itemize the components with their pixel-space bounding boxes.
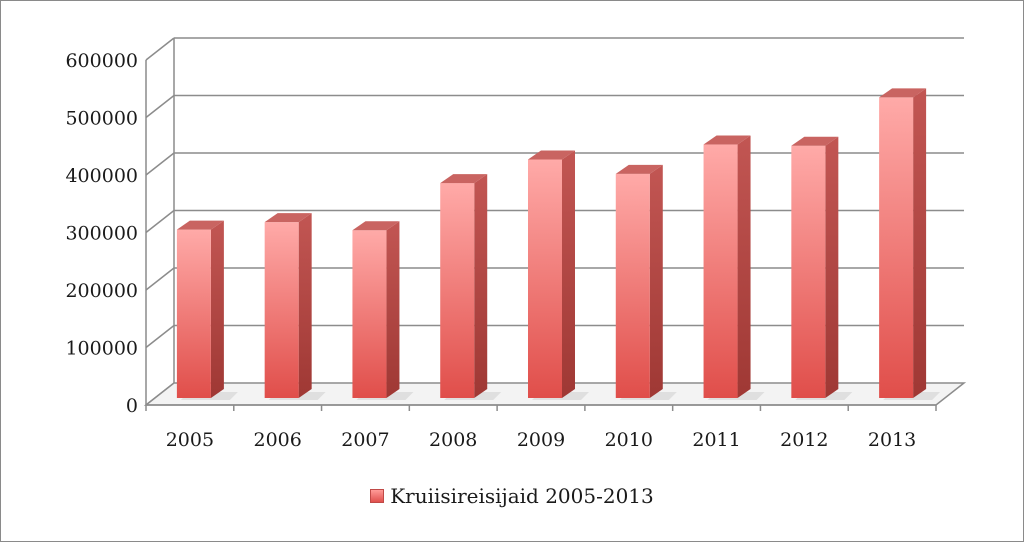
x-tick-label: 2008 bbox=[429, 429, 477, 451]
bar-front bbox=[703, 144, 738, 398]
x-tick-label: 2006 bbox=[253, 429, 301, 451]
bar-side bbox=[386, 221, 400, 398]
y-tick-label: 0 bbox=[126, 395, 138, 417]
bar-front bbox=[615, 173, 650, 398]
bar bbox=[352, 221, 414, 400]
bar bbox=[615, 164, 677, 400]
bar-cap bbox=[528, 150, 575, 160]
bar-cap bbox=[615, 164, 663, 174]
bar bbox=[791, 136, 853, 400]
bar-side bbox=[562, 150, 575, 398]
bars bbox=[176, 88, 941, 400]
bar-side bbox=[649, 164, 663, 398]
bar-cap bbox=[352, 221, 400, 231]
bar-cap bbox=[791, 136, 839, 146]
x-tick-label: 2009 bbox=[517, 429, 565, 451]
bar-front bbox=[264, 222, 299, 398]
y-tick-label: 500000 bbox=[65, 108, 138, 130]
bar-cap bbox=[879, 88, 927, 98]
bar-cap bbox=[176, 220, 224, 230]
bar-side bbox=[825, 136, 839, 398]
y-tick-label: 100000 bbox=[65, 338, 138, 360]
bar-side bbox=[737, 135, 751, 399]
bar bbox=[528, 150, 589, 400]
y-axis-tick-labels: 0 100000 200000 300000 400000 500000 600000 bbox=[65, 50, 138, 417]
legend-swatch bbox=[370, 489, 385, 503]
bar-cap bbox=[440, 174, 488, 184]
bar bbox=[264, 213, 326, 400]
x-tick-label: 2010 bbox=[605, 429, 653, 451]
y-tick-label: 400000 bbox=[65, 165, 138, 187]
bar-side bbox=[298, 213, 312, 398]
gridline-diagonal bbox=[145, 37, 175, 61]
bar-front bbox=[440, 183, 475, 398]
bar-side bbox=[210, 220, 224, 398]
x-axis-tick-labels: 2005 2006 2007 2008 2009 2010 2011 2012 2013 bbox=[166, 429, 917, 451]
gridline-diagonal bbox=[145, 324, 175, 349]
legend-label: Kruiisireisijaid 2005-2013 bbox=[390, 484, 654, 508]
gridline-diagonal bbox=[145, 267, 175, 291]
bar-cap bbox=[703, 135, 751, 145]
legend: Kruiisireisijaid 2005-2013 bbox=[0, 484, 1024, 508]
bar-side bbox=[913, 88, 927, 399]
bar-front bbox=[791, 145, 826, 398]
y-tick-label: 300000 bbox=[65, 223, 138, 245]
x-tick-label: 2013 bbox=[868, 429, 916, 451]
gridline-diagonal bbox=[145, 152, 175, 176]
bar-front bbox=[879, 97, 914, 399]
bar bbox=[440, 174, 502, 400]
x-tick-label: 2005 bbox=[166, 429, 214, 451]
bar bbox=[703, 135, 765, 400]
bar bbox=[176, 220, 238, 400]
bar-front bbox=[528, 159, 562, 398]
gridline-diagonal bbox=[145, 94, 175, 119]
x-tick-label: 2011 bbox=[692, 429, 740, 451]
y-tick-label: 200000 bbox=[65, 280, 138, 302]
x-tick-label: 2007 bbox=[341, 429, 389, 451]
bar bbox=[879, 88, 941, 400]
y-tick-label: 600000 bbox=[65, 50, 138, 72]
bar-side bbox=[474, 174, 488, 398]
bar-front bbox=[176, 229, 211, 398]
bar-front bbox=[352, 230, 387, 398]
bar-cap bbox=[264, 213, 312, 223]
gridline-diagonal bbox=[145, 209, 175, 234]
x-tick-label: 2012 bbox=[780, 429, 828, 451]
